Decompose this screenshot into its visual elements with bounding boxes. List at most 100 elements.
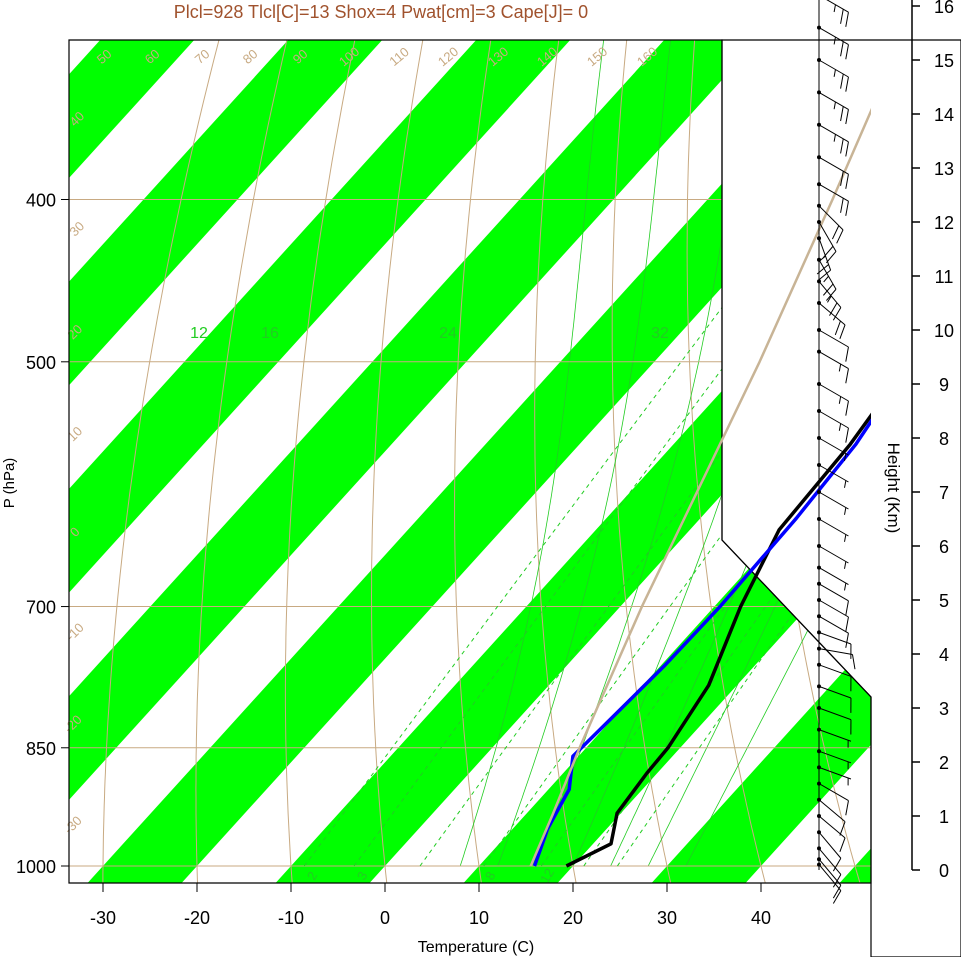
barb-half-feather: [838, 396, 842, 404]
sounding-traces: [529, 107, 871, 868]
isotherm-band: [69, 40, 195, 179]
wind-barb: [817, 781, 849, 816]
wind-barb: [817, 279, 842, 321]
barb-station-dot: [817, 749, 821, 754]
barb-feather: [836, 229, 844, 244]
wind-barb: [817, 382, 849, 416]
barb-half-feather: [833, 37, 836, 45]
barb-staff: [818, 545, 849, 564]
barb-feather: [825, 251, 837, 264]
barb-half-feather: [833, 134, 836, 142]
wind-barb: [817, 614, 849, 648]
moist-adiabat-line: [497, 40, 671, 867]
barb-feather: [845, 201, 849, 216]
barb-staff: [818, 766, 852, 780]
isotherm-band: [69, 40, 383, 386]
barb-feather: [845, 109, 849, 125]
barb-staff: [818, 351, 849, 370]
parcel-trace: [529, 107, 871, 867]
barb-feather: [840, 73, 844, 89]
pressure-tick-label: 1000: [16, 857, 56, 877]
barb-half-feather: [844, 507, 847, 515]
x-tick-label: 20: [563, 908, 583, 928]
barb-feather: [839, 837, 846, 852]
barb-staff: [818, 410, 849, 429]
barb-staff: [818, 437, 849, 456]
isotherm-band: [69, 40, 759, 800]
wind-barb: [817, 684, 852, 713]
barb-station-dot: [817, 436, 821, 440]
barb-staff: [818, 464, 849, 483]
pressure-tick-label: 400: [26, 190, 56, 210]
barb-station-dot: [817, 630, 821, 635]
barb-station-dot: [817, 122, 821, 127]
x-axis-label: Temperature (C): [418, 939, 534, 956]
height-tick-label: 16: [934, 0, 954, 17]
barb-station-dot: [817, 846, 821, 851]
barb-feather: [839, 821, 846, 836]
barb-half-feather: [823, 275, 829, 283]
wind-barb: [817, 749, 852, 770]
wind-barb: [817, 490, 849, 515]
dry-adiabat-line: [534, 40, 577, 883]
height-axis-label: Height (Km): [884, 443, 903, 534]
x-tick-label: -10: [278, 908, 304, 928]
barb-staff: [818, 518, 849, 537]
barb-staff: [818, 491, 849, 510]
dry-adiabat-line: [284, 40, 356, 883]
height-tick-label: 7: [939, 483, 949, 503]
barb-feather: [832, 307, 842, 321]
isotherm-band: [87, 40, 871, 883]
barb-half-feather: [833, 101, 836, 110]
wind-barb: [817, 220, 837, 264]
barb-station-dot: [817, 797, 821, 802]
wind-barb: [817, 301, 846, 339]
height-tick-label: 10: [934, 321, 954, 341]
barb-station-dot: [817, 727, 821, 732]
barb-half-feather: [844, 534, 847, 542]
barb-staff: [818, 783, 849, 802]
dry-adiabat-line: [686, 40, 766, 883]
barb-feather: [840, 9, 844, 24]
height-tick-label: 2: [939, 753, 949, 773]
barb-station-dot: [817, 490, 821, 494]
isobars: [69, 198, 871, 867]
height-tick-label: 6: [939, 537, 949, 557]
barb-staff: [818, 729, 852, 742]
barb-staff: [818, 648, 853, 655]
wind-barb: [817, 765, 852, 786]
barb-staff: [818, 707, 852, 721]
barb-half-feather: [833, 69, 836, 77]
wind-barb: [817, 182, 849, 216]
barb-staff: [818, 848, 842, 875]
isotherm-label: 10: [64, 423, 85, 444]
isotherm-band: [651, 641, 871, 883]
wind-barb: [817, 581, 849, 616]
barb-half-feather: [844, 561, 847, 569]
plot-frame: [68, 39, 872, 884]
barb-half-feather: [833, 4, 836, 13]
dry-adiabat-line: [102, 40, 220, 883]
wind-barb: [817, 349, 849, 384]
theta-e-label: 12: [190, 325, 208, 342]
wind-barb: [817, 706, 852, 735]
barb-feather: [845, 174, 849, 189]
height-tick-label: 11: [935, 267, 954, 287]
barb-feather: [832, 884, 842, 899]
mixing-ratio-line: [303, 199, 804, 867]
barb-half-feather: [827, 295, 832, 303]
temperature-bands: [69, 40, 871, 883]
wind-barb: [817, 598, 849, 632]
barb-station-dot: [817, 257, 821, 262]
barb-staff: [818, 583, 849, 602]
barb-station-dot: [817, 203, 821, 208]
x-axis: -30 -20 -10 0 10 20 30 40: [90, 882, 771, 928]
x-tick-label: -30: [90, 908, 116, 928]
wind-barb: [817, 328, 849, 362]
barb-staff: [818, 815, 846, 839]
dry-adiabat-label: 70: [192, 46, 213, 67]
wind-barb: [817, 544, 849, 569]
barb-station-dot: [817, 279, 821, 284]
barb-staff: [818, 864, 842, 891]
pressure-tick-label: 700: [26, 598, 56, 618]
